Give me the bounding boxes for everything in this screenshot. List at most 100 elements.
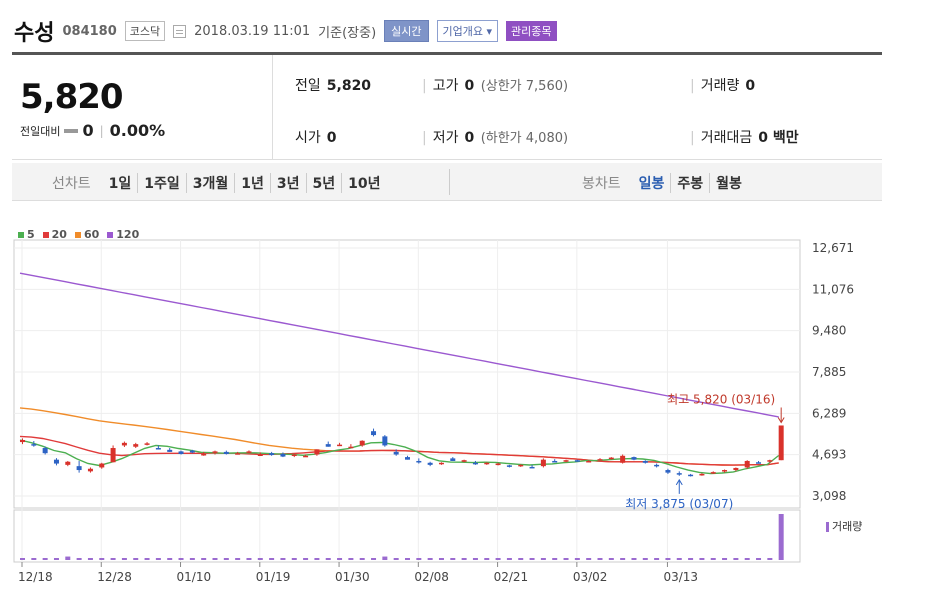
candle-body: [722, 470, 728, 472]
volume: | 거래량 0: [690, 78, 756, 94]
high-annotation: 최고 5,820 (03/16): [667, 392, 775, 406]
candle-body: [31, 444, 37, 446]
candle-body: [280, 453, 286, 457]
candle-body: [495, 463, 501, 466]
price-chart: 12,671 11,076 9,480 7,885 6,289 4,693 3,098 12/…: [13, 239, 854, 584]
period-1w[interactable]: 1주일: [137, 173, 186, 193]
volume-bar: [257, 558, 263, 560]
trade-amount: | 거래대금 0 백만: [690, 130, 799, 146]
volume-bar: [144, 558, 150, 560]
volume-bar: [325, 558, 331, 560]
candle-body: [518, 464, 524, 467]
volume-bar: [416, 558, 422, 560]
volume-bar: [337, 558, 343, 560]
candle-body: [246, 451, 252, 453]
volume-bar: [235, 558, 241, 560]
y-tick-label: 6,289: [812, 406, 846, 420]
candle-body: [371, 431, 377, 436]
volume-bar: [167, 558, 173, 560]
y-tick-label: 9,480: [812, 324, 846, 338]
legend-swatch: [42, 232, 49, 238]
volume-bar: [574, 558, 580, 560]
volume-bar: [178, 558, 184, 560]
volume-bar: [99, 558, 105, 560]
volume-bar: [280, 558, 286, 560]
volume-value: 0: [745, 78, 756, 94]
candle-body: [144, 443, 150, 445]
period-1d[interactable]: 1일: [108, 176, 132, 192]
chevron-down-icon: ▾: [486, 25, 493, 38]
volume-bar: [665, 558, 671, 560]
line-chart-label: 선차트: [52, 176, 91, 192]
candle-body: [631, 457, 637, 460]
open-value: 0: [326, 130, 337, 146]
amount-value: 0 백만: [758, 130, 799, 146]
x-tick-label: 03/02: [573, 570, 608, 584]
company-overview-button[interactable]: 기업개요 ▾: [436, 20, 499, 42]
period-3y[interactable]: 3년: [269, 173, 306, 193]
volume-bar: [778, 514, 784, 560]
high-arrow-icon: [777, 417, 785, 424]
high-label: 고가: [432, 78, 459, 94]
ma-120-line: [19, 272, 779, 418]
period-10y[interactable]: 10년: [341, 173, 386, 193]
candle-body: [461, 460, 467, 462]
volume-bar: [710, 558, 716, 560]
candle-body: [665, 470, 671, 473]
volume-bar: [450, 558, 456, 560]
candle-body: [269, 453, 275, 456]
stock-code: 084180: [62, 23, 117, 39]
x-tick-label: 01/19: [256, 570, 291, 584]
volume-bar: [201, 558, 207, 560]
candle-body: [223, 451, 229, 454]
candle-body: [359, 440, 365, 446]
candle-body: [393, 451, 399, 455]
volume-bar: [506, 558, 512, 560]
x-tick-label: 12/18: [18, 570, 53, 584]
candle-body: [597, 459, 603, 461]
volume-bar: [631, 558, 637, 560]
change-row: 전일대비 0 | 0.00%: [20, 121, 165, 140]
candle-body: [767, 460, 773, 462]
candle-body: [291, 454, 297, 456]
volume-bar: [65, 556, 71, 560]
legend-swatch: [18, 232, 24, 238]
candle-body: [87, 468, 93, 472]
x-tick-label: 02/21: [494, 570, 529, 584]
volume-bar: [303, 558, 309, 560]
candle-body: [348, 446, 354, 449]
period-1y[interactable]: 1년: [234, 173, 270, 193]
change-percent: 0.00%: [109, 121, 166, 140]
ma-legend: 5 20 60 120: [18, 228, 139, 241]
candle-weekly[interactable]: 주봉: [670, 173, 709, 193]
ma-5-line: [19, 439, 780, 475]
volume-bar: [540, 558, 546, 560]
volume-bar: [382, 556, 388, 560]
candle-body: [76, 466, 82, 471]
period-3m[interactable]: 3개월: [185, 173, 235, 193]
candle-body: [201, 453, 207, 456]
high-price: | 고가 0 (상한가 7,560): [422, 78, 569, 94]
candle-monthly[interactable]: 월봉: [709, 173, 748, 193]
candle-body: [235, 453, 241, 455]
candle-body: [744, 460, 750, 468]
volume-bar: [269, 558, 275, 560]
candle-body: [257, 454, 263, 456]
volume-bar: [348, 558, 354, 560]
candle-chart-periods: 봉차트 일봉 주봉 월봉: [582, 173, 748, 193]
realtime-button[interactable]: 실시간: [384, 20, 429, 42]
volume-bar: [495, 558, 501, 560]
volume-bar: [620, 558, 626, 560]
high-value: 0: [464, 78, 475, 94]
volume-legend-label: 거래량: [832, 520, 863, 533]
candle-daily[interactable]: 일봉: [638, 176, 665, 192]
candle-body: [450, 458, 456, 461]
candle-body: [178, 451, 184, 454]
volume-bar: [608, 558, 614, 560]
volume-bar: [371, 558, 377, 560]
period-5y[interactable]: 5년: [305, 173, 342, 193]
candle-body: [382, 436, 388, 446]
legend-ma60: 60: [74, 228, 99, 241]
candle-body: [574, 460, 580, 462]
y-tick-label: 4,693: [812, 448, 846, 462]
